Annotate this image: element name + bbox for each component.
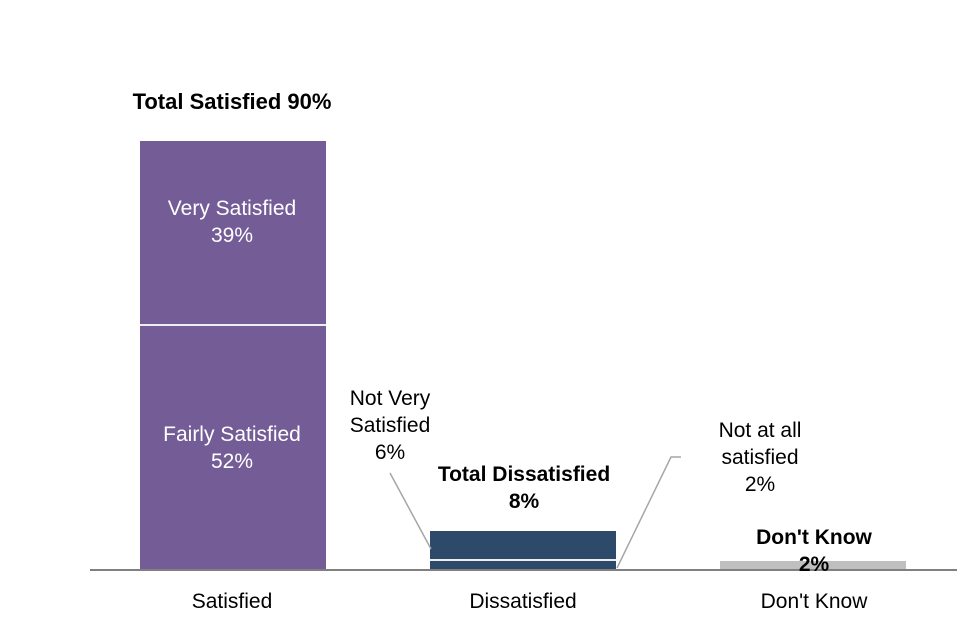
callout-line-not-very-satisfied: [389, 472, 432, 550]
segment-divider: [140, 324, 326, 326]
segment-divider: [430, 559, 616, 561]
not-very-satisfied-segment: [430, 531, 616, 559]
dont-know-bar: [720, 561, 906, 570]
very-satisfied-label: Very Satisfied 39%: [167, 197, 297, 247]
very-satisfied-segment: [140, 141, 326, 324]
dont-know-value-label: Don't Know 2%: [756, 526, 872, 576]
dont-know-segment: [720, 561, 906, 570]
x-axis-label-dissatisfied: Dissatisfied: [469, 590, 577, 613]
fairly-satisfied-label: Fairly Satisfied 52%: [163, 423, 301, 473]
satisfied-bar: [140, 141, 326, 570]
not-very-satisfied-label: Not Very Satisfied 6%: [349, 387, 431, 464]
total-satisfied-label: Total Satisfied 90%: [132, 89, 332, 114]
dissatisfied-bar: [430, 531, 616, 570]
not-at-all-satisfied-label: Not at all satisfied 2%: [718, 419, 802, 496]
not-at-all-satisfied-segment: [430, 561, 616, 570]
callout-line-not-at-all-satisfied: [616, 456, 681, 569]
x-axis-line: [90, 569, 957, 571]
x-axis-label-dont-know: Don't Know: [760, 590, 868, 613]
fairly-satisfied-segment: [140, 326, 326, 570]
total-dissatisfied-label: Total Dissatisfied 8%: [437, 463, 611, 513]
x-axis-label-satisfied: Satisfied: [191, 590, 273, 613]
